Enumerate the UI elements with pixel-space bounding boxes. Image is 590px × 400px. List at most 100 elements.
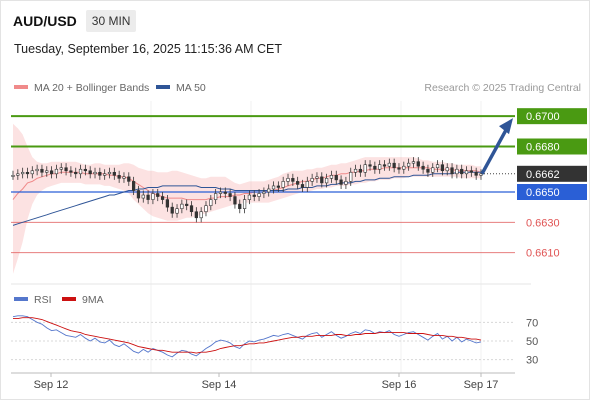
candle — [242, 199, 247, 209]
candle — [98, 171, 102, 176]
candle — [387, 162, 391, 167]
candle — [267, 188, 271, 193]
timeframe-button[interactable]: 30 MIN — [85, 10, 137, 32]
candle — [460, 168, 464, 175]
rsi-tick-label: 30 — [526, 355, 538, 367]
rsi-ma-line — [13, 317, 482, 354]
candle — [40, 168, 44, 173]
candle — [103, 173, 107, 176]
candle — [209, 199, 213, 206]
candle — [291, 178, 295, 182]
candle — [296, 181, 300, 185]
candle — [392, 162, 396, 169]
grid-lines — [11, 101, 531, 373]
candle — [35, 168, 39, 172]
candle — [416, 161, 420, 167]
rsi-legend-label: RSI — [34, 294, 52, 306]
candle — [25, 171, 30, 175]
candle — [122, 176, 126, 179]
candle — [228, 193, 232, 197]
candle — [204, 205, 208, 213]
candle — [300, 184, 305, 188]
level-box-0.6650 — [517, 184, 587, 200]
candle — [450, 167, 454, 175]
candle — [107, 171, 112, 175]
candle — [262, 191, 266, 194]
x-tick-label: Sep 14 — [202, 379, 237, 391]
candle — [156, 193, 160, 197]
chart-header: AUD/USD 30 MIN — [13, 10, 137, 32]
rsi-legend-label: 9MA — [82, 294, 104, 306]
legend-swatch — [14, 85, 28, 89]
candle — [324, 178, 329, 184]
candle — [382, 164, 387, 167]
rsi-panel: 70 50 30 — [11, 315, 538, 367]
candle — [421, 165, 425, 170]
candle — [93, 171, 97, 175]
candle — [310, 178, 314, 182]
current-price-label: 0.6662 — [526, 169, 560, 181]
candle — [464, 170, 469, 175]
candle — [49, 170, 54, 175]
candle — [185, 203, 189, 206]
candle — [368, 164, 372, 167]
candle — [378, 164, 382, 170]
legend-label: MA 50 — [176, 82, 206, 94]
candle — [286, 178, 290, 182]
level-label-0.6630: 0.6630 — [526, 217, 560, 229]
candle — [344, 181, 348, 185]
price-legend: MA 20 + Bollinger Bands MA 50 — [14, 82, 206, 94]
bollinger-band — [13, 123, 481, 274]
candles — [11, 157, 483, 223]
level-label-0.6700: 0.6700 — [526, 111, 560, 123]
candle — [141, 194, 145, 199]
arrow-head — [499, 118, 513, 135]
candle — [189, 205, 194, 213]
candle — [445, 167, 449, 172]
rsi-tick-label: 70 — [526, 317, 538, 329]
candle — [218, 191, 223, 194]
candle — [223, 191, 227, 194]
candle — [373, 165, 377, 170]
candle — [199, 211, 203, 219]
price-levels: 0.6700 0.6680 0.6650 0.6630 0.6610 — [11, 108, 587, 260]
candle — [175, 208, 179, 214]
source-label: Research © 2025 Trading Central — [424, 82, 581, 94]
candle — [112, 171, 116, 176]
candle — [407, 162, 411, 167]
candle — [69, 170, 73, 173]
candle — [474, 171, 478, 176]
candle — [426, 168, 430, 173]
candle — [329, 175, 334, 179]
candle — [315, 176, 319, 179]
candle — [353, 168, 358, 173]
candle — [349, 171, 353, 182]
level-box-0.6700 — [517, 108, 587, 125]
forecast-arrow — [480, 118, 513, 175]
level-box-0.6680 — [517, 138, 587, 155]
candle — [74, 171, 78, 175]
level-label-0.6680: 0.6680 — [526, 142, 560, 154]
x-axis: Sep 12 Sep 14 Sep 16 Sep 17 — [11, 372, 515, 391]
candle — [397, 167, 401, 170]
candle — [252, 194, 256, 197]
candle — [455, 168, 459, 175]
candle — [45, 170, 49, 173]
level-label-0.6650: 0.6650 — [526, 187, 560, 199]
candle — [83, 168, 87, 172]
candle — [339, 179, 343, 185]
candle — [276, 185, 280, 188]
datetime-label: Tuesday, September 16, 2025 11:15:36 AM … — [14, 42, 282, 56]
rsi-legend-swatch — [62, 297, 76, 301]
candle — [271, 185, 276, 190]
candle — [131, 181, 136, 191]
candle — [257, 193, 261, 197]
candle — [358, 168, 363, 173]
candle — [431, 167, 435, 173]
symbol-label: AUD/USD — [13, 13, 77, 29]
candle — [117, 175, 121, 179]
rsi-tick-label: 50 — [526, 336, 538, 348]
candle — [64, 167, 68, 172]
